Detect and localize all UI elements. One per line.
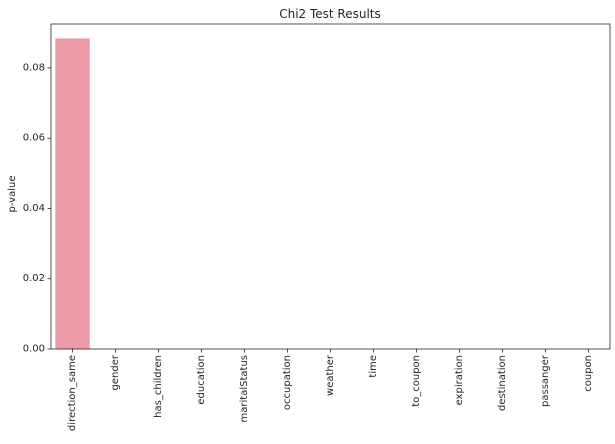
y-tick-label: 0.04 [23, 203, 45, 214]
x-tick-label: time [368, 355, 379, 378]
bar-direction_same [55, 38, 90, 349]
y-tick-label: 0.00 [23, 344, 45, 355]
x-tick-label: destination [497, 355, 508, 411]
x-tick-label: occupation [282, 355, 293, 410]
x-tick-label: weather [325, 354, 336, 396]
x-tick-label: gender [110, 354, 121, 390]
y-tick-label: 0.02 [23, 273, 45, 284]
x-tick-label: direction_same [67, 355, 78, 431]
x-tick-label: to_coupon [411, 355, 422, 407]
y-axis-label: p-value [7, 175, 18, 212]
x-tick-label: maritalStatus [239, 355, 250, 422]
x-tick-label: education [196, 355, 207, 405]
y-tick-label: 0.06 [23, 133, 45, 144]
plot-area: direction_same gender has_children educatio… [23, 38, 594, 431]
x-tick-label: passanger [540, 354, 551, 407]
x-tick-label: has_children [153, 355, 164, 418]
plot-frame [50, 23, 611, 350]
y-tick-label: 0.08 [23, 62, 45, 73]
x-tick-label: coupon [583, 355, 594, 392]
chart-title: Chi2 Test Results [279, 7, 381, 21]
x-tick-label: expiration [454, 355, 465, 405]
